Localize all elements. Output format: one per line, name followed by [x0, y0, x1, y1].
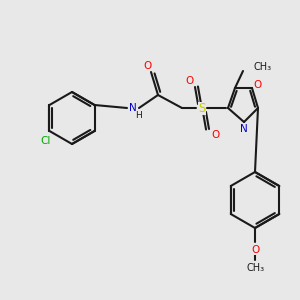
Text: O: O [211, 130, 219, 140]
Text: O: O [252, 245, 260, 255]
Text: CH₃: CH₃ [247, 263, 265, 273]
Text: O: O [254, 80, 262, 90]
Text: S: S [198, 101, 206, 115]
Text: H: H [135, 110, 141, 119]
Text: O: O [143, 61, 151, 71]
Text: O: O [185, 76, 193, 86]
Text: Cl: Cl [40, 136, 51, 146]
Text: N: N [129, 103, 137, 113]
Text: N: N [240, 124, 248, 134]
Text: CH₃: CH₃ [253, 62, 271, 72]
